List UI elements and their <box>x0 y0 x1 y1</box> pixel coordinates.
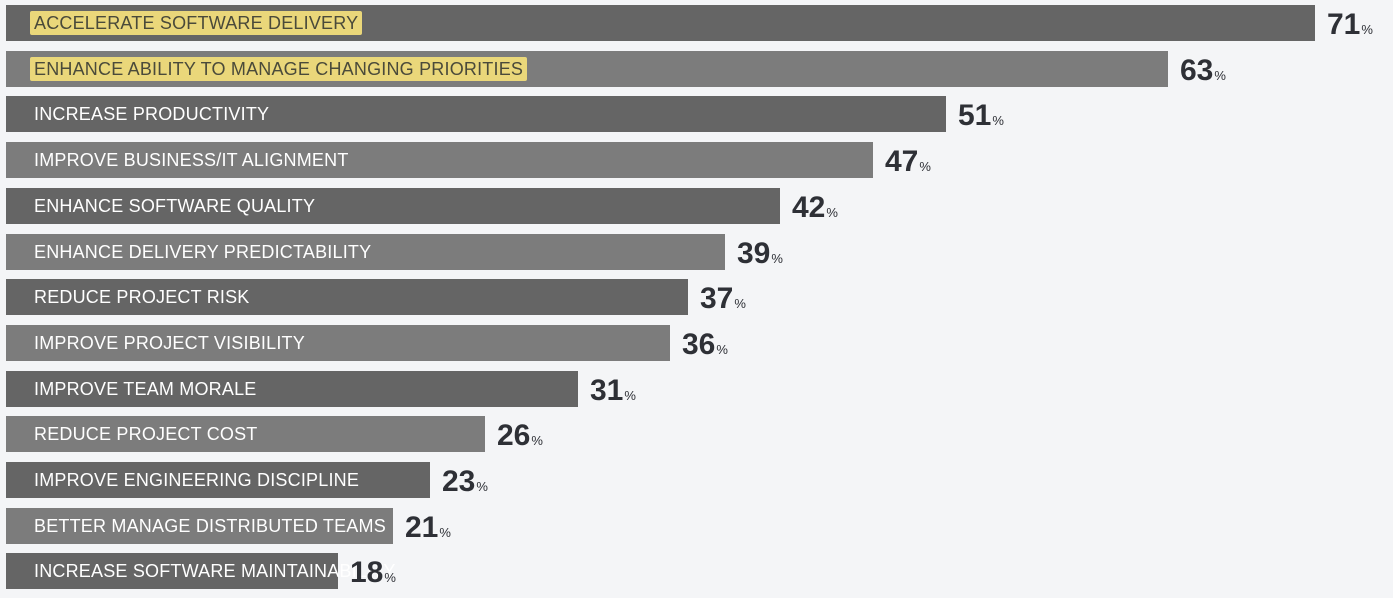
category-label: IMPROVE PROJECT VISIBILITY <box>34 333 305 353</box>
bar <box>6 553 338 589</box>
value-number: 26 <box>497 419 531 452</box>
value-number: 63 <box>1180 54 1214 87</box>
category-label: IMPROVE ENGINEERING DISCIPLINE <box>34 470 360 490</box>
category-label: ENHANCE ABILITY TO MANAGE CHANGING PRIOR… <box>30 57 528 81</box>
bar <box>6 371 578 407</box>
category-label: INCREASE PRODUCTIVITY <box>34 104 270 124</box>
percent-sign: % <box>734 296 746 311</box>
bar <box>6 142 873 178</box>
percent-sign: % <box>826 205 838 220</box>
percent-sign: % <box>919 159 931 174</box>
category-label: BETTER MANAGE DISTRIBUTED TEAMS <box>34 516 386 536</box>
percent-sign: % <box>531 433 543 448</box>
value-number: 18 <box>350 556 384 589</box>
bar <box>6 508 393 544</box>
value-number: 42 <box>792 191 826 224</box>
value-label: 21% <box>405 508 451 544</box>
value-label: 23% <box>442 462 488 498</box>
value-number: 71 <box>1327 8 1361 41</box>
value-label: 63% <box>1180 51 1226 87</box>
value-label: 51% <box>958 96 1004 132</box>
value-number: 47 <box>885 145 919 178</box>
value-number: 36 <box>682 328 716 361</box>
value-number: 31 <box>590 374 624 407</box>
category-label: REDUCE PROJECT COST <box>34 424 258 444</box>
value-number: 37 <box>700 282 734 315</box>
value-label: 36% <box>682 325 728 361</box>
percent-sign: % <box>1214 68 1226 83</box>
value-number: 21 <box>405 511 439 544</box>
value-label: 39% <box>737 234 783 270</box>
percent-sign: % <box>771 251 783 266</box>
bar <box>6 188 780 224</box>
bar <box>6 96 946 132</box>
category-label: REDUCE PROJECT RISK <box>34 287 250 307</box>
category-label: IMPROVE BUSINESS/IT ALIGNMENT <box>34 150 349 170</box>
bar <box>6 416 485 452</box>
percent-sign: % <box>384 570 396 585</box>
value-label: 31% <box>590 371 636 407</box>
bar <box>6 234 725 270</box>
value-label: 42% <box>792 188 838 224</box>
percent-sign: % <box>992 113 1004 128</box>
category-label: INCREASE SOFTWARE MAINTAINABILITY <box>34 561 396 581</box>
percent-sign: % <box>716 342 728 357</box>
value-number: 39 <box>737 237 771 270</box>
percent-sign: % <box>624 388 636 403</box>
value-label: 26% <box>497 416 543 452</box>
value-label: 71% <box>1327 5 1373 41</box>
percent-sign: % <box>1361 22 1373 37</box>
percent-sign: % <box>439 525 451 540</box>
percent-sign: % <box>476 479 488 494</box>
value-number: 51 <box>958 99 992 132</box>
value-label: 47% <box>885 142 931 178</box>
category-label: ACCELERATE SOFTWARE DELIVERY <box>30 11 363 35</box>
bar <box>6 325 670 361</box>
value-number: 23 <box>442 465 476 498</box>
bar <box>6 279 688 315</box>
category-label: IMPROVE TEAM MORALE <box>34 379 257 399</box>
value-label: 37% <box>700 279 746 315</box>
value-label: 18% <box>350 553 396 589</box>
bar <box>6 462 430 498</box>
category-label: ENHANCE DELIVERY PREDICTABILITY <box>34 242 372 262</box>
category-label: ENHANCE SOFTWARE QUALITY <box>34 196 316 216</box>
